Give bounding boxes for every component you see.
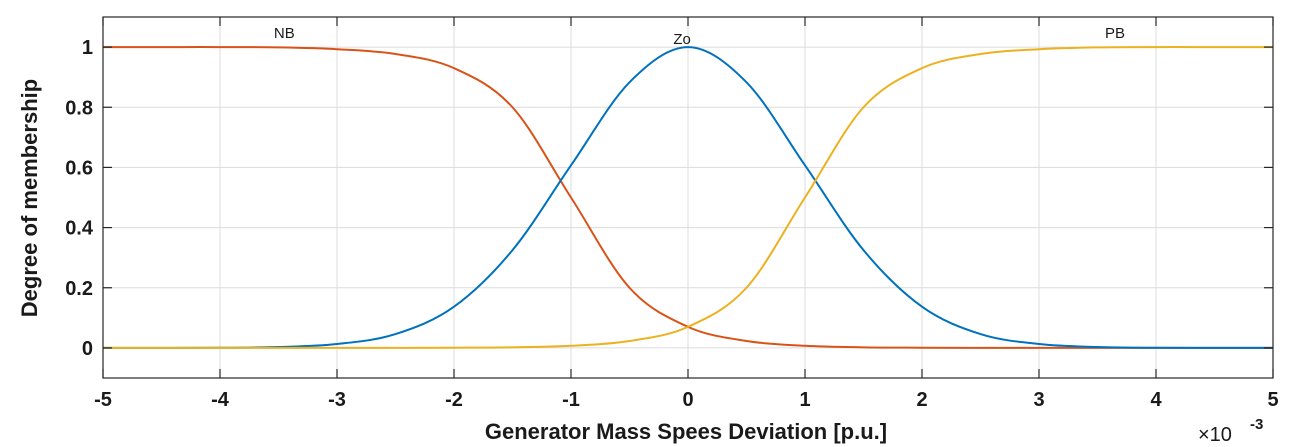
series-label-zo: Zo bbox=[673, 31, 691, 48]
x-tick-label: -2 bbox=[445, 389, 463, 411]
series-label-nb: NB bbox=[274, 25, 295, 42]
x-tick-label: -5 bbox=[94, 389, 112, 411]
x-tick-label: 1 bbox=[799, 389, 810, 411]
x-tick-label: 4 bbox=[1150, 389, 1162, 411]
x-tick-label: -3 bbox=[328, 389, 346, 411]
x-tick-label: 0 bbox=[682, 389, 693, 411]
x-tick-label: 3 bbox=[1033, 389, 1044, 411]
y-tick-label: 0 bbox=[82, 338, 93, 360]
series-line-nb bbox=[103, 46, 1273, 349]
x-tick-label: 2 bbox=[916, 389, 927, 411]
x-tick-label: -4 bbox=[211, 389, 230, 411]
x-tick-label: -1 bbox=[562, 389, 580, 411]
y-axis-title: Degree of membership bbox=[17, 79, 42, 317]
ticks: -5 -4 -3 -2 -1 0 1 2 3 4 5 0 0.2 0.4 0.6 0.8 1 bbox=[65, 17, 1279, 411]
series-label-pb: PB bbox=[1105, 25, 1125, 42]
x-exponent: ×10 -3 bbox=[1198, 416, 1263, 446]
y-tick-label: 0.4 bbox=[65, 218, 94, 240]
y-tick-label: 0.8 bbox=[65, 97, 93, 119]
x-exponent-power: -3 bbox=[1250, 416, 1263, 433]
y-tick-label: 0.6 bbox=[65, 157, 93, 179]
x-exponent-base: ×10 bbox=[1198, 424, 1232, 446]
x-tick-label: 5 bbox=[1267, 389, 1278, 411]
series-labels: NB Zo PB bbox=[274, 25, 1125, 48]
series-lines bbox=[102, 46, 1274, 349]
y-tick-label: 0.2 bbox=[65, 278, 93, 300]
x-axis-title: Generator Mass Spees Deviation [p.u.] bbox=[485, 419, 887, 444]
series-line-zo bbox=[102, 46, 1274, 349]
series-line-pb bbox=[103, 46, 1273, 349]
y-tick-label: 1 bbox=[82, 37, 93, 59]
